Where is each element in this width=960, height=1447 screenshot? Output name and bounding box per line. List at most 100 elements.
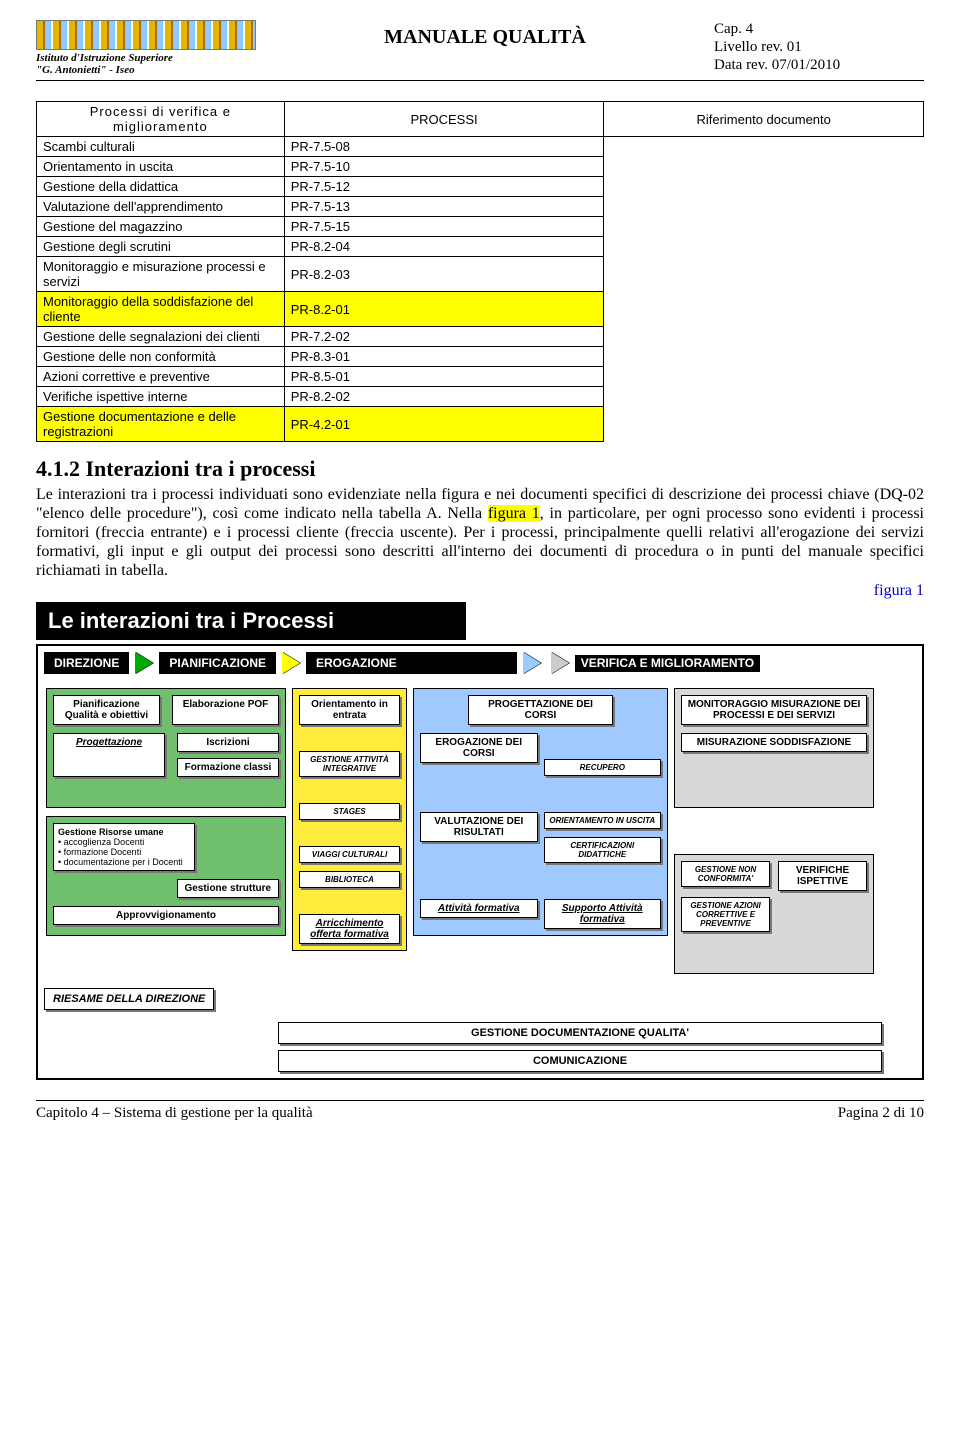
table-cell-ref: PR-7.5-08 [284, 137, 604, 157]
figure-caption: figura 1 [36, 582, 924, 600]
box-progettazione: Progettazione [53, 733, 165, 777]
table-cell-ref: PR-7.5-10 [284, 157, 604, 177]
process-table: Processi di verifica e miglioramento PRO… [36, 101, 924, 442]
table-cell-process: Gestione del magazzino [37, 217, 285, 237]
topbar-verifica: VERIFICA E MIGLIORAMENTO [575, 655, 760, 672]
table-cell-ref: PR-7.5-13 [284, 197, 604, 217]
box-formazione-classi: Formazione classi [177, 758, 279, 777]
topbar-erogazione: EROGAZIONE [306, 652, 517, 674]
header-org: Istituto d'Istruzione Superiore "G. Anto… [36, 20, 256, 76]
table-cell-process: Gestione documentazione e delle registra… [37, 407, 285, 442]
box-comunicazione: COMUNICAZIONE [278, 1050, 882, 1072]
box-gest-doc-qualita: GESTIONE DOCUMENTAZIONE QUALITA' [278, 1022, 882, 1044]
table-row: Verifiche ispettive internePR-8.2-02 [37, 387, 924, 407]
table-cell-process: Valutazione dell'apprendimento [37, 197, 285, 217]
list-item: • accoglienza Docenti [58, 837, 190, 847]
arrow-icon [551, 652, 569, 674]
box-arricchimento: Arricchimento offerta formativa [299, 914, 400, 944]
footer-right: Pagina 2 di 10 [838, 1105, 924, 1122]
section-paragraph: Le interazioni tra i processi individuat… [36, 486, 924, 580]
box-pianif: Pianificazione Qualità e obiettivi [53, 695, 160, 725]
table-row: Orientamento in uscitaPR-7.5-10 [37, 157, 924, 177]
table-cell-process: Verifiche ispettive interne [37, 387, 285, 407]
section-heading: 4.1.2 Interazioni tra i processi [36, 456, 924, 482]
list-item: • formazione Docenti [58, 847, 190, 857]
arrow-icon [135, 652, 153, 674]
box-certificazioni: CERTIFICAZIONI DIDATTICHE [544, 837, 662, 863]
table-cell-process: Orientamento in uscita [37, 157, 285, 177]
table-row: Gestione documentazione e delle registra… [37, 407, 924, 442]
table-cell-ref: PR-8.3-01 [284, 347, 604, 367]
header-title: MANUALE QUALITÀ [256, 20, 714, 76]
diagram-title: Le interazioni tra i Processi [36, 602, 466, 640]
box-viaggi: VIAGGI CULTURALI [299, 846, 400, 863]
table-header-processi: PROCESSI [284, 102, 604, 137]
yellow-col: Orientamento in entrata GESTIONE ATTIVIT… [292, 688, 407, 951]
box-approvvigionamento: Approvvigionamento [53, 906, 279, 925]
list-item: • documentazione per i Docenti [58, 857, 190, 867]
table-cell-process: Gestione delle non conformità [37, 347, 285, 367]
gray-bottom: GESTIONE NON CONFORMITA' GESTIONE AZIONI… [674, 854, 874, 974]
box-supporto: Supporto Attività formativa [544, 899, 662, 929]
process-group-label: Processi di verifica e miglioramento [37, 102, 285, 137]
page-header: Istituto d'Istruzione Superiore "G. Anto… [36, 20, 924, 81]
box-elab-pof: Elaborazione POF [172, 695, 279, 725]
org-line2: "G. Antonietti" - Iseo [36, 64, 256, 76]
table-cell-process: Azioni correttive e preventive [37, 367, 285, 387]
table-row: Valutazione dell'apprendimentoPR-7.5-13 [37, 197, 924, 217]
logo [36, 20, 256, 50]
table-cell-ref: PR-7.5-12 [284, 177, 604, 197]
arrow-icon [523, 652, 541, 674]
table-cell-ref: PR-8.2-03 [284, 257, 604, 292]
header-meta: Cap. 4 Livello rev. 01 Data rev. 07/01/2… [714, 20, 924, 76]
box-risorse-umane: Gestione Risorse umane • accoglienza Doc… [53, 823, 195, 871]
table-row: Monitoraggio della soddisfazione del cli… [37, 292, 924, 327]
table-row: Scambi culturaliPR-7.5-08 [37, 137, 924, 157]
box-orient-in: Orientamento in entrata [299, 695, 400, 725]
blue-col: PROGETTAZIONE DEI CORSI EROGAZIONE DEI C… [413, 688, 668, 936]
table-cell-process: Monitoraggio della soddisfazione del cli… [37, 292, 285, 327]
box-iscrizioni: Iscrizioni [177, 733, 279, 752]
table-row: Gestione della didatticaPR-7.5-12 [37, 177, 924, 197]
table-cell-process: Monitoraggio e misurazione processi e se… [37, 257, 285, 292]
box-gest-integrative: GESTIONE ATTIVITÀ INTEGRATIVE [299, 751, 400, 777]
table-cell-ref: PR-7.5-15 [284, 217, 604, 237]
table-cell-ref: PR-4.2-01 [284, 407, 604, 442]
table-row: Gestione del magazzinoPR-7.5-15 [37, 217, 924, 237]
box-orient-out: ORIENTAMENTO IN USCITA [544, 812, 662, 829]
box-gest-nc: GESTIONE NON CONFORMITA' [681, 861, 770, 887]
diagram: DIREZIONE PIANIFICAZIONE EROGAZIONE VERI… [36, 644, 924, 1080]
box-valutazione: VALUTAZIONE DEI RISULTATI [420, 812, 538, 842]
box-attivita-formativa: Attività formativa [420, 899, 538, 918]
box-strutture: Gestione strutture [177, 879, 279, 898]
topbar-pianificazione: PIANIFICAZIONE [159, 652, 276, 674]
box-biblioteca: BIBLIOTECA [299, 871, 400, 888]
box-monitoraggio: MONITORAGGIO MISURAZIONE DEI PROCESSI E … [681, 695, 867, 725]
table-cell-ref: PR-8.2-04 [284, 237, 604, 257]
figura1-ref: figura 1 [488, 505, 540, 522]
table-row: Gestione delle non conformitàPR-8.3-01 [37, 347, 924, 367]
box-erog-corsi: EROGAZIONE DEI CORSI [420, 733, 538, 763]
box-verifiche-ispettive: VERIFICHE ISPETTIVE [778, 861, 867, 891]
table-cell-process: Gestione delle segnalazioni dei clienti [37, 327, 285, 347]
gray-top: MONITORAGGIO MISURAZIONE DEI PROCESSI E … [674, 688, 874, 808]
header-data: Data rev. 07/01/2010 [714, 56, 924, 74]
box-stages: STAGES [299, 803, 400, 820]
header-livello: Livello rev. 01 [714, 38, 924, 56]
table-row: Gestione delle segnalazioni dei clientiP… [37, 327, 924, 347]
table-row: Monitoraggio e misurazione processi e se… [37, 257, 924, 292]
table-row: Azioni correttive e preventivePR-8.5-01 [37, 367, 924, 387]
table-cell-process: Gestione degli scrutini [37, 237, 285, 257]
box-mis-soddisfazione: MISURAZIONE SODDISFAZIONE [681, 733, 867, 752]
table-cell-ref: PR-8.5-01 [284, 367, 604, 387]
topbar-direzione: DIREZIONE [44, 652, 129, 674]
page-footer: Capitolo 4 – Sistema di gestione per la … [36, 1100, 924, 1122]
header-cap: Cap. 4 [714, 20, 924, 38]
table-row: Gestione degli scrutiniPR-8.2-04 [37, 237, 924, 257]
table-header-ref: Riferimento documento [604, 102, 924, 137]
table-cell-ref: PR-7.2-02 [284, 327, 604, 347]
table-cell-ref: PR-8.2-02 [284, 387, 604, 407]
green-bottom: Gestione Risorse umane • accoglienza Doc… [46, 816, 286, 936]
box-riesame: RIESAME DELLA DIREZIONE [44, 988, 214, 1010]
footer-left: Capitolo 4 – Sistema di gestione per la … [36, 1105, 313, 1122]
